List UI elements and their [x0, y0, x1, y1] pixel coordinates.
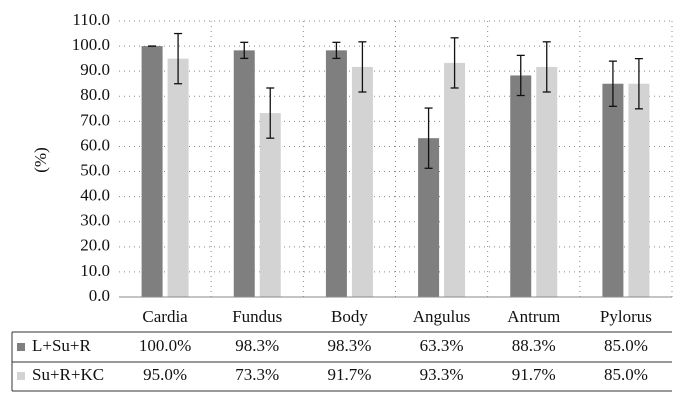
bar [167, 58, 189, 297]
legend-swatch [17, 372, 25, 380]
table-value: 85.0% [604, 336, 648, 355]
table-value: 91.7% [512, 365, 556, 384]
bar [510, 75, 532, 298]
y-tick-label: 50.0 [80, 160, 110, 179]
table-value: 98.3% [327, 336, 371, 355]
table-value: 100.0% [139, 336, 191, 355]
table-value: 93.3% [420, 365, 464, 384]
bar [325, 50, 347, 297]
x-tick-label: Angulus [413, 307, 471, 326]
legend-label: Su+R+KC [32, 365, 104, 384]
x-tick-label: Fundus [232, 307, 282, 326]
bar [536, 66, 558, 297]
bar [418, 138, 440, 297]
bar [351, 66, 373, 297]
y-tick-label: 10.0 [80, 261, 110, 280]
table-value: 85.0% [604, 365, 648, 384]
x-tick-label: Cardia [142, 307, 188, 326]
x-tick-label: Body [331, 307, 368, 326]
legend-swatch [17, 343, 25, 351]
y-tick-label: 30.0 [80, 211, 110, 230]
table-value: 91.7% [327, 365, 371, 384]
table-value: 98.3% [235, 336, 279, 355]
y-tick-label: 70.0 [80, 110, 110, 129]
bar [444, 62, 466, 297]
bar [628, 83, 650, 298]
y-tick-label: 60.0 [80, 135, 110, 154]
bar [233, 50, 255, 297]
y-tick-label: 100.0 [72, 35, 110, 54]
table-value: 88.3% [512, 336, 556, 355]
table-value: 95.0% [143, 365, 187, 384]
bar [141, 46, 163, 297]
y-tick-label: 110.0 [72, 10, 110, 29]
y-tick-label: 80.0 [80, 85, 110, 104]
x-tick-label: Antrum [507, 307, 560, 326]
table-value: 63.3% [420, 336, 464, 355]
y-tick-label: 90.0 [80, 60, 110, 79]
y-axis-label: (%) [31, 147, 50, 172]
y-tick-label: 20.0 [80, 236, 110, 255]
x-tick-label: Pylorus [600, 307, 652, 326]
y-tick-label: 0.0 [89, 286, 110, 305]
table-value: 73.3% [235, 365, 279, 384]
bar [259, 113, 281, 297]
legend-label: L+Su+R [32, 336, 92, 355]
y-tick-label: 40.0 [80, 186, 110, 205]
bar [602, 83, 624, 298]
